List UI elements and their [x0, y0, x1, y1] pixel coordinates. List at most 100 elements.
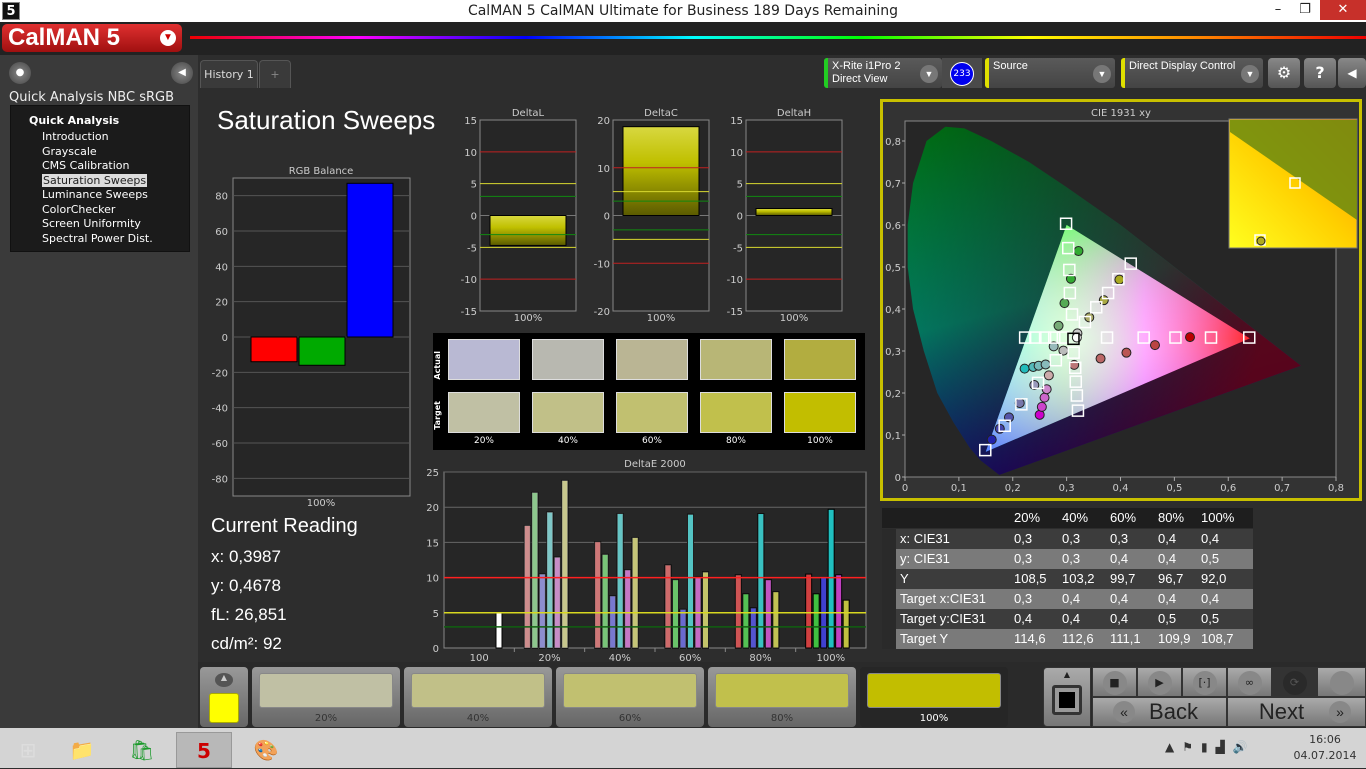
chart-title: DeltaL — [512, 108, 545, 119]
read-series-button[interactable]: [·] — [1182, 667, 1227, 697]
deltae-bar — [749, 607, 757, 649]
collapse-right-icon[interactable]: ◀ — [1338, 58, 1366, 88]
deltae-bar — [609, 595, 617, 649]
bar-tint — [687, 514, 694, 648]
deltae-bar — [805, 573, 813, 649]
patch-color — [563, 673, 697, 708]
target-point — [1063, 286, 1077, 300]
settings-gear-icon[interactable]: ⚙ — [1268, 58, 1300, 88]
continuous-button[interactable]: ∞ — [1227, 667, 1272, 697]
delta-bar — [489, 215, 567, 246]
meter-count-badge[interactable]: 233 — [950, 62, 974, 86]
help-icon[interactable]: ? — [1304, 58, 1336, 88]
record-icon[interactable]: ● — [9, 62, 31, 84]
patch-button-100%[interactable]: 100% — [860, 667, 1008, 727]
table-cell: 0,5 — [1201, 551, 1220, 566]
deltae-bar — [594, 541, 602, 649]
bar-tint — [624, 569, 631, 648]
patch-color — [867, 673, 1001, 708]
deltae-bar — [672, 579, 679, 649]
deltae-bar — [664, 564, 672, 649]
measured-point — [1040, 359, 1051, 370]
sync-button[interactable]: ⟳ — [1272, 667, 1317, 697]
stop-measure-button[interactable]: ▲ — [1043, 667, 1091, 727]
column-header: 60% — [1110, 510, 1137, 525]
tree-item[interactable]: CMS Calibration — [42, 159, 130, 172]
y-tick-label: 5 — [737, 180, 743, 191]
table-cell: 109,9 — [1158, 631, 1191, 646]
bar-tint — [750, 607, 757, 648]
table-header: 20% 40% 60% 80% 100% — [882, 508, 1253, 528]
calman-taskbar-icon[interactable]: 5 — [176, 732, 232, 768]
rainbow-divider — [190, 36, 1366, 39]
bar-tint — [672, 579, 679, 648]
back-button[interactable]: « Back — [1092, 697, 1227, 727]
meter-badge-holder: 233 — [942, 58, 982, 88]
target-point — [1049, 353, 1063, 367]
y-tick-label: -10 — [594, 259, 610, 270]
file-explorer-icon[interactable]: 📁 — [69, 738, 95, 762]
bar-tint — [680, 609, 686, 648]
tree-item[interactable]: Introduction — [42, 130, 109, 143]
patch-button-80%[interactable]: 80% — [708, 667, 856, 727]
row-marker — [882, 569, 896, 589]
current-patch[interactable]: ▲ — [200, 667, 248, 727]
target-point — [1031, 376, 1045, 390]
stop-button[interactable]: ■ — [1092, 667, 1137, 697]
bar-tint — [594, 541, 601, 648]
bar-tint — [765, 579, 772, 648]
paint-icon[interactable]: 🎨 — [253, 738, 279, 762]
tree-item[interactable]: Spectral Power Dist. — [42, 231, 153, 245]
patch-button-20%[interactable]: 20% — [252, 667, 400, 727]
store-icon[interactable]: 🛍 — [129, 738, 155, 762]
table-cell: 0,3 — [1014, 591, 1033, 606]
clock[interactable]: 16:06 04.07.2014 — [1290, 733, 1360, 762]
patch-button-40%[interactable]: 40% — [404, 667, 552, 727]
target-label: Target — [433, 401, 442, 430]
restore-button[interactable]: ❐ — [1299, 2, 1311, 17]
target-point — [998, 419, 1011, 433]
meter-selector[interactable]: X-Rite i1Pro 2 Direct View ▼ — [824, 58, 942, 88]
chevron-up-icon[interactable]: ▲ — [215, 673, 233, 687]
play-button[interactable]: ▶ — [1137, 667, 1182, 697]
close-button[interactable]: ✕ — [1320, 0, 1366, 20]
table-cell: 0,4 — [1062, 591, 1081, 606]
bar-tint — [742, 593, 749, 648]
calman-menu-button[interactable]: CalMAN 5 ▼ — [2, 24, 182, 52]
target-point — [1068, 361, 1082, 375]
tree-item[interactable]: ColorChecker — [42, 202, 116, 216]
chevron-down-icon: ▼ — [1093, 65, 1111, 83]
source-selector[interactable]: Source ▼ — [985, 58, 1115, 88]
measured-point — [1149, 340, 1160, 351]
bar-tint — [539, 574, 546, 648]
tree-item[interactable]: Luminance Sweeps — [42, 188, 148, 201]
cie-panel: CIE 1931 xy 0 0,1 0,2 0,3 0,4 0,5 0,6 0,7 0,8 0 0,1… — [880, 99, 1362, 501]
minimize-button[interactable]: – — [1274, 2, 1282, 17]
add-tab-button[interactable]: + — [259, 60, 291, 88]
display-control-selector[interactable]: Direct Display Control ▼ — [1121, 58, 1263, 88]
next-button[interactable]: Next » — [1227, 697, 1366, 727]
deltae-bar — [601, 553, 609, 649]
patch-button-60%[interactable]: 60% — [556, 667, 704, 727]
patch-color — [715, 673, 849, 708]
tray-icons[interactable]: ▲⚑▮▟🔊 — [1165, 740, 1256, 754]
display-control-label: Direct Display Control — [1129, 60, 1236, 72]
tree-item[interactable]: Screen Uniformity — [42, 217, 141, 230]
swatch-label: 60% — [641, 436, 662, 446]
tree-item[interactable]: Grayscale — [42, 144, 97, 158]
extra-button[interactable] — [1317, 667, 1366, 697]
windows-start-icon[interactable]: ⊞ — [19, 738, 37, 762]
tab-history-1[interactable]: History 1 — [200, 60, 258, 88]
measured-point — [1071, 332, 1082, 343]
target-point — [1101, 286, 1115, 300]
meter-mode: Direct View — [832, 73, 888, 85]
measured-point — [1041, 384, 1052, 395]
collapse-left-icon[interactable]: ◀ — [171, 62, 193, 84]
bar-tint — [665, 564, 671, 648]
tree-root[interactable]: Quick Analysis — [29, 114, 120, 127]
tree-item[interactable]: Saturation Sweeps — [42, 173, 148, 187]
y-tick-label: 0 — [895, 473, 901, 484]
x-tick-label: 0,8 — [1328, 483, 1344, 494]
y-tick-label: 0,2 — [885, 389, 901, 400]
y-tick-label: -80 — [212, 474, 228, 485]
